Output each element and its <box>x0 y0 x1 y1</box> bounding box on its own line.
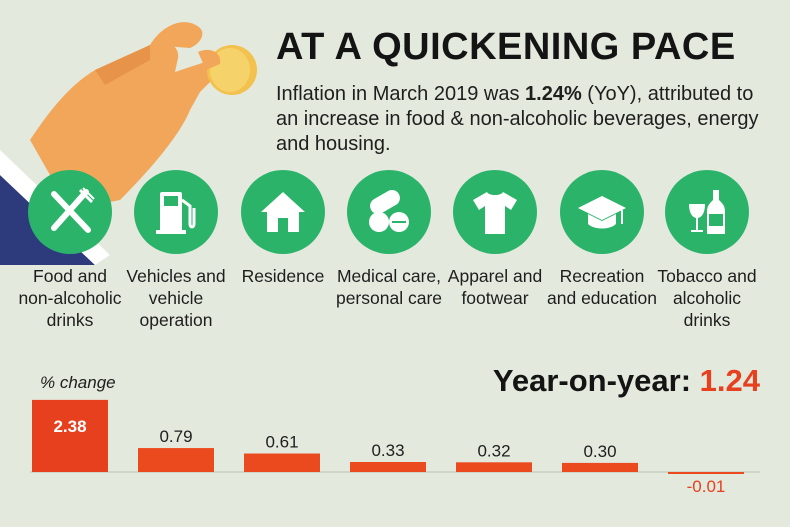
bar-value-label: 0.30 <box>583 442 616 461</box>
bar-value-label: 0.79 <box>159 427 192 446</box>
category-label: Tobacco and alcoholic drinks <box>657 266 757 330</box>
yoy-label: Year-on-year: <box>492 363 692 398</box>
subtitle-highlight-value: 1.24% <box>525 83 582 105</box>
category-label: Food and non-alcoholic drinks <box>18 266 122 330</box>
category-apparel: Apparel and footwear <box>440 170 550 309</box>
bar <box>138 448 214 472</box>
bar-value-label: 2.38 <box>53 417 86 436</box>
yoy-summary: Year-on-year: 1.24 <box>493 363 760 399</box>
category-medical: Medical care, personal care <box>334 170 444 309</box>
category-label: Medical care, personal care <box>335 266 443 308</box>
category-label: Vehicles and vehicle operation <box>126 266 226 330</box>
category-vehicles: Vehicles and vehicle operation <box>121 170 231 331</box>
pills-icon <box>347 170 431 254</box>
graduation-cap-icon <box>560 170 644 254</box>
subtitle-text-start: Inflation in March 2019 was <box>276 83 526 105</box>
category-label: Recreation and education <box>547 266 657 308</box>
category-label: Residence <box>241 266 325 286</box>
bar-value-label: -0.01 <box>687 477 726 496</box>
category-recreation: Recreation and education <box>547 170 657 309</box>
house-icon <box>241 170 325 254</box>
bar <box>350 462 426 472</box>
bar <box>32 399 108 472</box>
fuel-pump-icon <box>134 170 218 254</box>
bar <box>244 453 320 472</box>
category-residence: Residence <box>228 170 338 287</box>
chart-title: AT A QUICKENING PACE <box>276 26 736 68</box>
bar-value-label: 0.61 <box>265 433 298 452</box>
bar-value-label: 0.32 <box>477 441 510 460</box>
bar <box>456 462 532 472</box>
bar <box>562 462 638 472</box>
tshirt-icon <box>453 170 537 254</box>
wine-bottle-icon <box>665 170 749 254</box>
y-axis-label: % change <box>40 373 116 392</box>
chart-subtitle: Inflation in March 2019 was 1.24% (YoY),… <box>276 82 781 157</box>
category-food: Food and non-alcoholic drinks <box>15 170 125 331</box>
category-label: Apparel and footwear <box>447 266 543 308</box>
bar-value-label: 0.33 <box>371 441 404 460</box>
subtitle-text-end: (YoY), attributed to an increase in food… <box>276 83 759 155</box>
category-tobacco: Tobacco and alcoholic drinks <box>652 170 762 331</box>
fork-knife-icon <box>28 170 112 254</box>
yoy-value: 1.24 <box>699 363 760 398</box>
bar-chart: 2.38 0.79 0.61 0.33 0.32 0.30 -0.01 <box>30 399 760 496</box>
bar <box>668 472 744 474</box>
